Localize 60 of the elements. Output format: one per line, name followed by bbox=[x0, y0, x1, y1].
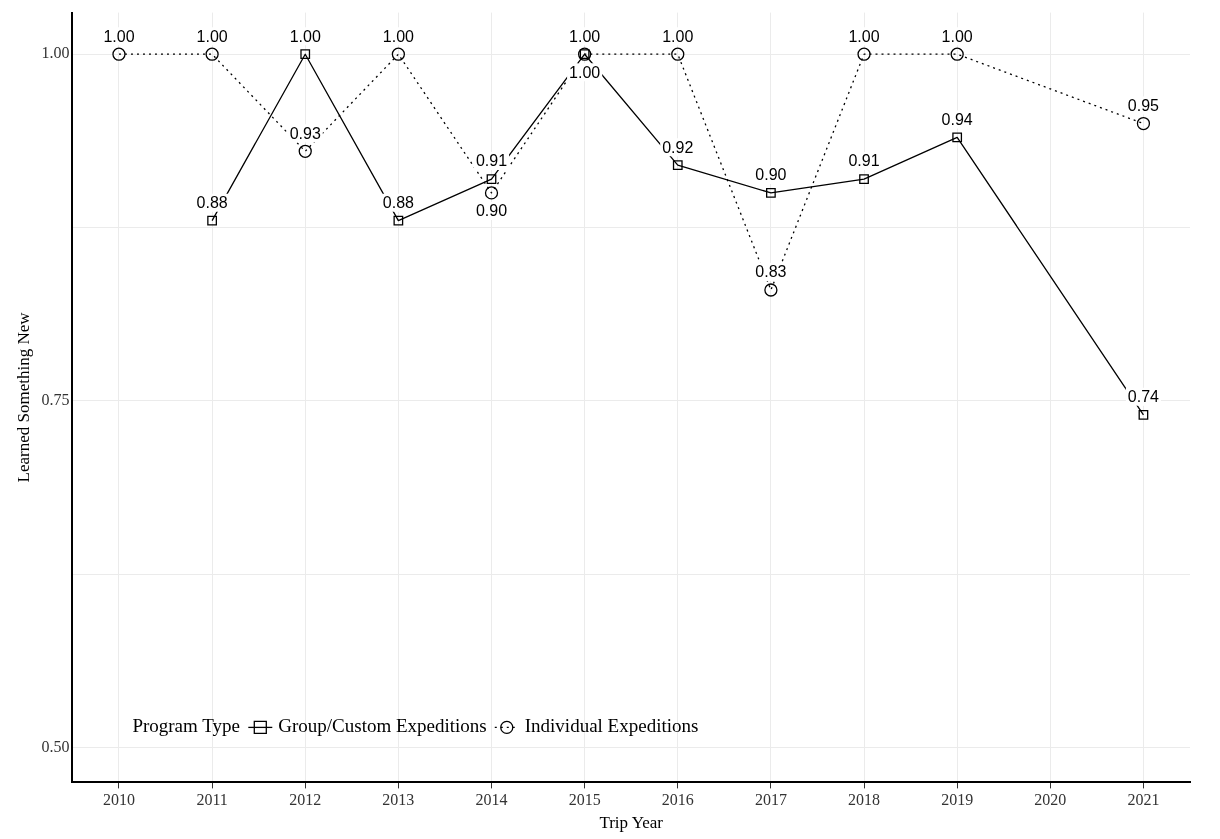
x-tick-label: 2016 bbox=[661, 791, 694, 809]
point bbox=[950, 47, 964, 61]
data-label: 1.00 bbox=[941, 27, 973, 45]
point bbox=[486, 174, 497, 184]
y-tick-label: 1.00 bbox=[41, 44, 70, 62]
x-tick-label: 2018 bbox=[848, 791, 881, 809]
point bbox=[391, 47, 406, 61]
point bbox=[207, 215, 217, 226]
legend-title: Program Type bbox=[132, 715, 240, 737]
y-tick-label: 0.75 bbox=[41, 391, 70, 409]
data-label: 0.90 bbox=[755, 166, 787, 184]
x-tick-label: 2020 bbox=[1034, 791, 1067, 809]
point bbox=[859, 174, 869, 184]
data-label: 0.91 bbox=[475, 152, 508, 170]
point bbox=[672, 160, 683, 171]
point bbox=[952, 132, 963, 143]
x-tick-label: 2017 bbox=[754, 791, 787, 809]
x-tick-label: 2011 bbox=[196, 791, 228, 809]
data-label: 1.00 bbox=[289, 27, 321, 45]
point bbox=[1138, 409, 1149, 420]
y-tick-label: 0.50 bbox=[41, 737, 70, 755]
point bbox=[484, 186, 499, 200]
legend-label: Individual Expeditions bbox=[524, 715, 699, 737]
data-label: 0.95 bbox=[1127, 96, 1160, 114]
point bbox=[298, 144, 312, 158]
point bbox=[393, 215, 404, 226]
data-label: 1.00 bbox=[196, 27, 228, 45]
point bbox=[857, 47, 871, 61]
data-label: 1.00 bbox=[569, 27, 601, 45]
data-label: 0.92 bbox=[662, 138, 694, 156]
data-label: 1.00 bbox=[662, 27, 694, 45]
data-label: 1.00 bbox=[103, 27, 135, 45]
point bbox=[205, 47, 219, 61]
data-label: 0.83 bbox=[755, 263, 787, 281]
point bbox=[764, 283, 778, 297]
x-tick-label: 2010 bbox=[102, 791, 135, 809]
data-label: 0.91 bbox=[848, 152, 880, 170]
data-label: 0.88 bbox=[382, 194, 415, 212]
point bbox=[1136, 116, 1151, 131]
y-axis-title: Learned Something New bbox=[13, 311, 33, 483]
data-label: 0.88 bbox=[196, 194, 228, 212]
x-tick-label: 2019 bbox=[941, 791, 974, 809]
data-label: 1.00 bbox=[569, 63, 601, 81]
data-label: 0.90 bbox=[475, 202, 508, 220]
point bbox=[671, 47, 685, 61]
x-tick-label: 2015 bbox=[568, 791, 601, 809]
x-tick-label: 2012 bbox=[289, 791, 322, 809]
data-label: 1.00 bbox=[848, 27, 880, 45]
x-tick-label: 2014 bbox=[475, 791, 508, 809]
x-axis-title: Trip Year bbox=[599, 813, 664, 833]
data-label: 1.00 bbox=[382, 27, 415, 45]
legend-label: Group/Custom Expeditions bbox=[278, 715, 487, 737]
data-label: 0.93 bbox=[289, 124, 321, 142]
x-tick-label: 2021 bbox=[1127, 791, 1160, 809]
data-label: 0.94 bbox=[941, 110, 973, 128]
point bbox=[112, 47, 126, 61]
data-label: 0.74 bbox=[1127, 388, 1160, 406]
point bbox=[766, 188, 776, 198]
x-tick-label: 2013 bbox=[382, 791, 415, 809]
point bbox=[300, 49, 311, 60]
